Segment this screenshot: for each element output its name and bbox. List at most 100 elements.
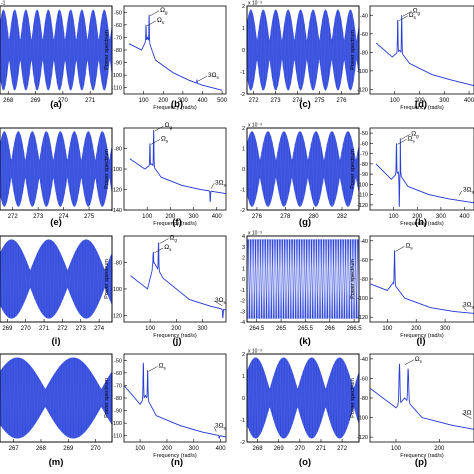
annotation-arrow xyxy=(402,11,412,17)
y-axis-label: Power spectrum xyxy=(104,378,110,418)
x-tick-label: 300 xyxy=(197,326,208,332)
y-tick-label: 3 xyxy=(242,245,245,251)
x-tick-label: 264.5 xyxy=(249,326,265,332)
panel-f: (f) 100 200 300 400 -80 -100 -120 -140 Frequency … xyxy=(104,122,226,228)
annotation-label: 3Ωs xyxy=(463,302,474,310)
y-tick-label: -100 xyxy=(357,69,368,75)
annotation-label: Ωs xyxy=(157,17,165,25)
axes-frame xyxy=(123,235,227,323)
y-tick-label: 2 xyxy=(242,352,245,358)
y-tick-label: -60 xyxy=(360,376,368,382)
y-tick-label: -140 xyxy=(111,208,122,214)
annotation-subscript: s xyxy=(414,15,417,20)
x-tick-label: 200 xyxy=(415,98,426,104)
spectrum-line xyxy=(129,130,227,202)
panel-p: (p) 100 200 -40 -60 -80 -100 -120 Frequency (rad… xyxy=(350,353,474,468)
axes-frame xyxy=(123,5,227,95)
annotation-arrow xyxy=(401,134,411,140)
y-tick-label: -100 xyxy=(357,296,368,302)
panel-label: (j) xyxy=(173,336,182,347)
axes-border xyxy=(246,127,360,211)
y-tick-label: -70 xyxy=(114,35,122,41)
annotation-subscript: s xyxy=(223,300,226,305)
y-tick-label: -110 xyxy=(111,434,122,440)
annotation-subscript: g xyxy=(174,238,177,243)
panel-label: (m) xyxy=(49,457,64,468)
panel-label: (i) xyxy=(52,336,61,347)
annotation-arrow xyxy=(154,247,164,254)
x-tick-label: 200 xyxy=(171,326,182,332)
annotation-label: 3Ωs xyxy=(215,423,226,431)
y-tick-label: -1 xyxy=(240,288,245,294)
y-tick-label: -80 xyxy=(360,277,368,283)
x-tick-label: 272 xyxy=(249,98,260,104)
x-axis-label: Frequency (rad/s) xyxy=(153,105,197,111)
x-axis-label: Frequency (rad/s) xyxy=(400,453,444,459)
y-tick-label: -80 xyxy=(360,162,368,168)
y-tick-label: 0 xyxy=(242,277,245,283)
y-tick-label: -4 xyxy=(240,320,245,326)
spectrum-line xyxy=(128,14,223,91)
panel-l: (l) 100 200 300 -40 -60 -80 -100 -120 Frequency (… xyxy=(350,235,474,347)
x-tick-label: 272 xyxy=(8,214,19,220)
annotation-subscript: s xyxy=(471,190,474,195)
annotation-label: Ωg xyxy=(160,7,168,15)
y-tick-label: -2 xyxy=(240,208,245,214)
annotation-subscript: g xyxy=(170,125,173,130)
x-tick-label: 268 xyxy=(36,446,47,452)
panel-label: (p) xyxy=(415,457,427,468)
x-tick-label: 282 xyxy=(337,214,348,220)
annotation-arrow xyxy=(159,238,169,244)
y-tick-label: -80 xyxy=(114,260,122,266)
y-axis-label: Power spectrum xyxy=(104,149,110,189)
annotation-arrow xyxy=(197,75,208,82)
axes-border xyxy=(0,127,113,211)
x-tick-label: 300 xyxy=(439,98,450,104)
y-tick-label: -3 xyxy=(240,309,245,315)
y-tick-label: 4 xyxy=(242,234,245,240)
y-tick-label: -2 xyxy=(240,299,245,305)
x-tick-label: 271 xyxy=(316,446,327,452)
annotation-subscript: s xyxy=(162,20,165,25)
x-axis-label: Frequency (rad/s) xyxy=(153,333,197,339)
y-tick-label: -110 xyxy=(111,86,122,92)
y-tick-label: 1 xyxy=(242,374,245,380)
panel-g: (g) 276 278 280 282 -2 -1 0 1 2x 10⁻³ xyxy=(240,123,360,228)
annotation-label: Ωs xyxy=(161,135,169,143)
x-tick-label: 268 xyxy=(3,98,14,104)
annotation-arrow xyxy=(213,300,223,307)
y-tick-label: -100 xyxy=(111,287,122,293)
x-tick-label: 400 xyxy=(212,214,223,220)
spectrum-line xyxy=(130,242,227,319)
y-axis-label: Power spectrum xyxy=(104,30,110,70)
y-tick-label: -60 xyxy=(360,258,368,264)
y-tick-label: -100 xyxy=(357,182,368,188)
annotation-arrow xyxy=(150,139,161,145)
x-tick-label: 270 xyxy=(295,446,306,452)
y-tick-label: -40 xyxy=(360,239,368,245)
y-tick-label: 2 xyxy=(242,126,245,132)
x-tick-label: 268 xyxy=(253,446,264,452)
panel-k: (k) 264.5 265 265.5 266 266.5 -4 -3 -2 -1 0 1 2 3 4x 1… xyxy=(240,231,362,348)
annotation-subscript: g xyxy=(418,10,421,15)
panel-e: (e) 272 273 274 275 xyxy=(0,127,113,228)
annotation-subscript: s xyxy=(412,138,415,143)
x-tick-label: 273 xyxy=(33,214,44,220)
x-tick-label: 272 xyxy=(57,326,68,332)
y-tick-label: -120 xyxy=(111,313,122,319)
x-axis-label: Frequency (rad/s) xyxy=(153,221,197,227)
y-tick-label: -50 xyxy=(114,358,122,364)
y-tick-label: -120 xyxy=(357,203,368,209)
x-axis-label: Frequency (rad/s) xyxy=(153,453,197,459)
y-tick-label: -50 xyxy=(360,131,368,137)
spectrum-line xyxy=(123,362,227,440)
annotation-subscript: s xyxy=(163,365,166,370)
x-tick-label: 300 xyxy=(178,98,189,104)
annotation-label: Ωs xyxy=(409,12,417,20)
y-tick-label: -90 xyxy=(360,172,368,178)
annotation-label: 3Ωs xyxy=(215,179,226,187)
y-tick-label: -100 xyxy=(111,73,122,79)
panel-label: (b) xyxy=(171,99,183,110)
annotation-label: Ωg xyxy=(411,130,419,138)
axes-border xyxy=(246,353,360,443)
